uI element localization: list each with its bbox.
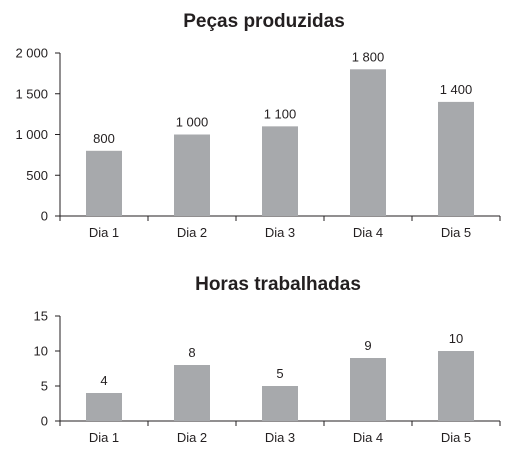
data-label: 4	[100, 373, 107, 388]
bar	[262, 126, 298, 216]
data-label: 10	[449, 331, 463, 346]
chart-horas-trabalhadas: Horas trabalhadas 0 5 10 15 4 Dia 1 8 Dia 2 5 Dia…	[34, 274, 501, 445]
x-tick-label: Dia 5	[441, 225, 471, 240]
y-tick-label: 0	[41, 209, 48, 224]
data-label: 1 400	[440, 82, 473, 97]
y-tick-label: 1 500	[15, 86, 48, 101]
x-tick-label: Dia 2	[177, 430, 207, 445]
x-tick-label: Dia 1	[89, 225, 119, 240]
data-label: 5	[276, 366, 283, 381]
y-tick-label: 500	[26, 168, 48, 183]
y-tick-label: 15	[34, 309, 48, 324]
x-tick-label: Dia 4	[353, 225, 383, 240]
chart-title: Peças produzidas	[183, 11, 345, 32]
data-label: 1 100	[264, 106, 297, 121]
x-tick-label: Dia 2	[177, 225, 207, 240]
x-tick-label: Dia 5	[441, 430, 471, 445]
data-label: 9	[364, 338, 371, 353]
bar	[262, 386, 298, 421]
chart-title: Horas trabalhadas	[195, 274, 361, 295]
data-label: 8	[188, 345, 195, 360]
x-tick-label: Dia 3	[265, 430, 295, 445]
y-tick-label: 10	[34, 344, 48, 359]
data-label: 800	[93, 131, 115, 146]
bar	[350, 69, 386, 216]
bar	[350, 358, 386, 421]
bar	[86, 150, 122, 216]
bar	[438, 101, 474, 216]
bar	[174, 365, 210, 421]
y-tick-label: 1 000	[15, 127, 48, 142]
y-tick-label: 2 000	[15, 46, 48, 61]
x-tick-label: Dia 1	[89, 430, 119, 445]
y-tick-label: 5	[41, 379, 48, 394]
data-label: 1 000	[176, 115, 209, 130]
x-tick-label: Dia 4	[353, 430, 383, 445]
data-label: 1 800	[352, 49, 385, 64]
bar	[86, 393, 122, 421]
bar	[438, 351, 474, 421]
bar	[174, 134, 210, 216]
chart-pecas-produzidas: Peças produzidas 0 500 1 000 1 500 2 000 800 D…	[15, 11, 501, 240]
y-tick-label: 0	[41, 414, 48, 429]
x-tick-label: Dia 3	[265, 225, 295, 240]
